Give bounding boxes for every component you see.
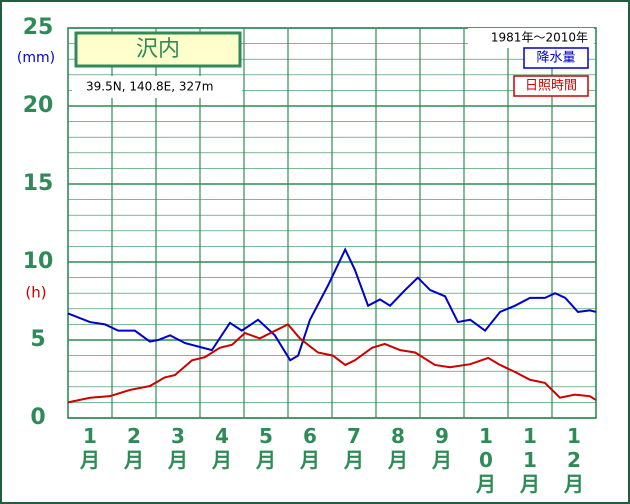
x-tick-label: 1月 xyxy=(80,424,100,472)
x-tick-label: 5月 xyxy=(256,424,276,472)
x-tick-label: 2月 xyxy=(124,424,144,472)
y-tick-label: 10 xyxy=(23,249,54,274)
x-tick-label: 9月 xyxy=(432,424,452,472)
legend-label: 日照時間 xyxy=(525,79,577,94)
x-tick-label: 6月 xyxy=(300,424,320,472)
subtitle: 39.5N, 140.8E, 327m xyxy=(86,80,213,94)
y-tick-label: 20 xyxy=(23,93,54,118)
y-tick-label: 15 xyxy=(23,171,54,196)
x-tick-label: 10月 xyxy=(476,424,496,496)
subtitle-bg xyxy=(72,76,242,98)
y-unit-mm: (mm) xyxy=(17,50,55,66)
x-tick-label: 7月 xyxy=(344,424,364,472)
y-tick-label: 5 xyxy=(30,327,45,352)
title-box xyxy=(74,31,242,68)
legend-box xyxy=(523,47,589,69)
legend-label: 降水量 xyxy=(536,51,575,66)
y-tick-label: 25 xyxy=(23,15,54,40)
chart-title: 沢内 xyxy=(136,37,180,62)
period-bg xyxy=(468,28,594,48)
y-tick-label: 0 xyxy=(30,405,45,430)
series-line xyxy=(67,247,597,362)
legend-box xyxy=(513,75,589,97)
x-tick-label: 3月 xyxy=(168,424,188,472)
x-tick-label: 11月 xyxy=(520,424,540,496)
x-tick-label: 4月 xyxy=(212,424,232,472)
y-unit-h: (h) xyxy=(25,284,46,302)
series-line xyxy=(67,323,597,404)
x-tick-label: 12月 xyxy=(564,424,584,496)
x-tick-label: 8月 xyxy=(388,424,408,472)
period: 1981年～2010年 xyxy=(491,31,588,45)
